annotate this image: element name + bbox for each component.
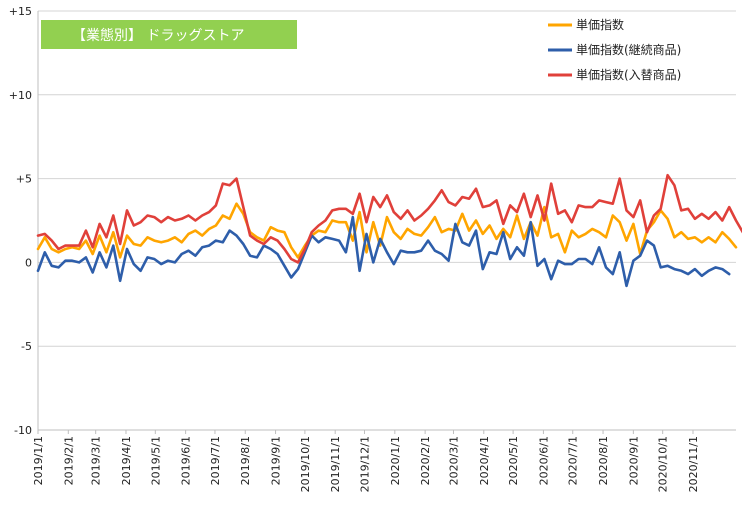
title-box: 【業態別】 ドラッグストア [41,20,297,49]
x-tick-label: 2019/9/1 [270,436,283,485]
legend-label-1: 単価指数(継続商品) [576,42,681,57]
x-tick-label: 2019/4/1 [120,436,133,485]
x-tick-label: 2019/6/1 [180,436,193,485]
x-tick-label: 2020/4/1 [478,436,491,485]
series-layer [36,173,742,288]
x-tick-label: 2020/1/1 [389,436,402,485]
x-tick-label: 2019/5/1 [149,436,162,485]
chart-title: 【業態別】 ドラッグストア [72,28,244,44]
x-tick-label: 2019/10/1 [299,436,312,492]
y-tick-label: -10 [14,424,32,437]
y-tick-label: +5 [16,173,32,186]
legend-label-2: 単価指数(入替商品) [576,67,681,82]
x-tick-label: 2019/8/1 [239,436,252,485]
legend-label-0: 単価指数 [576,17,624,32]
x-tick-label: 2020/8/1 [597,436,610,485]
x-tick-label: 2020/3/1 [447,436,460,485]
y-tick-label: +15 [9,5,32,18]
x-tick-label: 2019/2/1 [62,436,75,485]
x-tick-label: 2020/6/1 [537,436,550,485]
title-background [41,20,297,49]
y-tick-label: +10 [9,89,32,102]
x-tick-label: 2020/5/1 [507,436,520,485]
x-tick-label: 2020/7/1 [567,436,580,485]
x-tick-label: 2019/1/1 [32,436,45,485]
y-tick-label: 0 [25,256,32,269]
x-tick-label: 2019/3/1 [90,436,103,485]
y-tick-label: -5 [21,340,32,353]
x-tick-label: 2020/9/1 [627,436,640,485]
x-tick-label: 2020/2/1 [419,436,432,485]
x-tick-label: 2019/11/1 [329,436,342,492]
x-tick-label: 2019/12/1 [359,436,372,492]
series-line-0 [36,202,738,259]
series-line-1 [36,215,731,288]
x-tick-label: 2019/7/1 [209,436,222,485]
x-tick-label: 2020/11/1 [687,436,700,492]
series-line-2 [36,173,742,264]
x-tick-label: 2020/10/1 [657,436,670,492]
